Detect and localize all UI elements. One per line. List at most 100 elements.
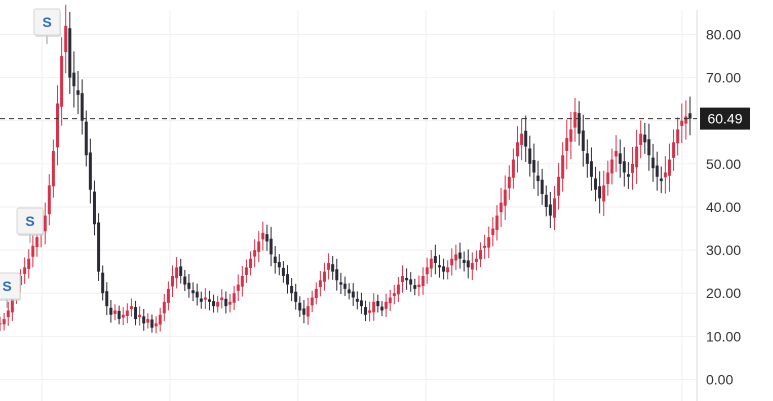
candle-body xyxy=(294,291,298,302)
candle xyxy=(487,226,491,259)
candle xyxy=(97,213,101,281)
candle xyxy=(491,217,495,247)
candle-body xyxy=(532,160,536,173)
candle xyxy=(499,187,503,227)
candle xyxy=(622,147,626,187)
candle xyxy=(450,248,454,276)
candle xyxy=(253,239,257,268)
candle xyxy=(392,284,396,305)
candle-body xyxy=(499,202,503,213)
candle-body xyxy=(524,130,528,147)
candle-body xyxy=(125,310,129,317)
candle-body xyxy=(134,307,138,320)
candle-body xyxy=(659,178,663,182)
candle xyxy=(536,160,540,196)
candle xyxy=(72,51,76,108)
candle xyxy=(0,316,2,332)
candle xyxy=(610,148,614,185)
candle xyxy=(64,4,68,74)
candle xyxy=(113,304,117,321)
candle xyxy=(479,242,483,268)
candle xyxy=(343,276,347,296)
candle-body xyxy=(298,302,302,311)
candle xyxy=(442,258,446,280)
candle-body xyxy=(421,275,425,287)
candle-body xyxy=(557,176,561,196)
candle-body xyxy=(495,215,499,231)
candle xyxy=(454,244,458,271)
candle-body xyxy=(454,254,458,261)
candle-body xyxy=(43,215,47,232)
candle xyxy=(162,293,166,322)
candle xyxy=(60,37,64,126)
candle xyxy=(281,261,285,283)
candle-body xyxy=(643,134,647,143)
candle xyxy=(277,254,281,276)
candle-body xyxy=(503,189,507,206)
split-marker-label: S xyxy=(42,14,51,30)
candle xyxy=(359,292,363,314)
candle xyxy=(532,143,536,189)
candle-body xyxy=(655,165,659,177)
split-marker[interactable]: S xyxy=(33,8,61,44)
candle-body xyxy=(269,238,273,255)
candle xyxy=(121,307,125,326)
candle-body xyxy=(322,271,326,282)
candle xyxy=(265,224,269,251)
candle xyxy=(134,300,138,326)
price-axis: 0.0010.0020.0030.0040.0050.0060.0070.008… xyxy=(706,26,741,387)
last-price-label: 60.49 xyxy=(707,111,742,127)
candle xyxy=(614,135,618,173)
candle xyxy=(101,265,105,301)
candle-body xyxy=(244,267,248,275)
candle-body xyxy=(602,185,606,202)
candle xyxy=(207,290,211,311)
split-marker[interactable]: S xyxy=(0,272,21,308)
candle-body xyxy=(676,129,680,144)
candle-body xyxy=(306,306,310,317)
y-tick-label: 80.00 xyxy=(706,26,741,42)
candle xyxy=(446,260,450,280)
candle-body xyxy=(573,112,577,128)
candle xyxy=(474,250,478,271)
candle xyxy=(125,303,129,324)
candle-body xyxy=(516,142,519,157)
candle xyxy=(388,289,392,311)
candle-body xyxy=(470,263,474,270)
candle xyxy=(109,299,113,323)
candle-body xyxy=(175,267,179,279)
candle-body xyxy=(84,121,88,156)
candle-body xyxy=(277,262,281,268)
split-marker-box xyxy=(16,207,44,235)
candle-body xyxy=(396,284,400,295)
candle xyxy=(6,301,10,326)
candle-body xyxy=(479,250,483,260)
candle-body xyxy=(528,148,532,164)
candle xyxy=(195,283,199,306)
candle xyxy=(639,120,643,159)
candle xyxy=(364,300,368,322)
candle-body xyxy=(409,279,413,285)
candle-body xyxy=(158,314,162,325)
candle xyxy=(43,202,47,245)
split-marker[interactable]: S xyxy=(16,207,44,243)
candle-body xyxy=(146,319,150,323)
candle xyxy=(663,156,667,194)
candle-body xyxy=(203,297,207,300)
candle-body xyxy=(483,245,487,248)
candle-body xyxy=(442,266,446,272)
candle xyxy=(552,186,556,231)
candle-body xyxy=(2,319,6,325)
candle xyxy=(314,282,318,305)
candle-body xyxy=(589,161,593,177)
candle-body xyxy=(565,137,569,151)
last-price-tag: 60.49 xyxy=(700,107,750,130)
candle-body xyxy=(520,133,524,145)
candle-body xyxy=(92,191,96,225)
candle-body xyxy=(507,176,511,189)
candle-body xyxy=(187,282,191,289)
candle xyxy=(347,283,351,300)
candle xyxy=(680,103,684,144)
candle-body xyxy=(80,93,84,121)
candle-body xyxy=(684,116,688,124)
